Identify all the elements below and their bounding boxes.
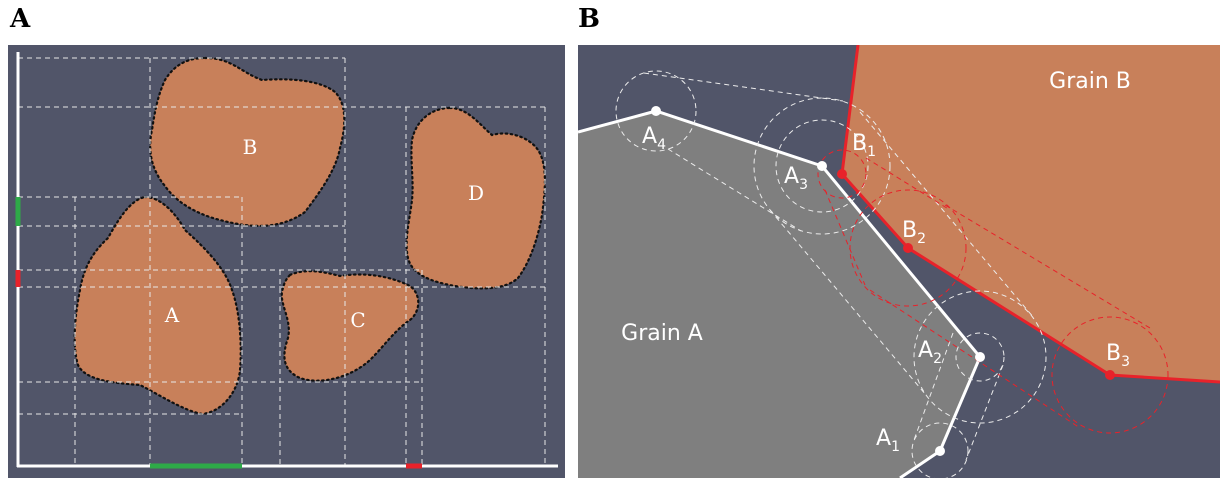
vertex-a2-label: A2 (918, 338, 942, 367)
vertex-b1-dot (837, 169, 847, 179)
projection-lines (18, 57, 546, 466)
grain-b-search-regions (817, 149, 1169, 434)
grain-a-name: Grain A (621, 321, 703, 346)
grain-a-label: A (164, 303, 180, 327)
grain-b-vertices (837, 169, 1115, 380)
panel-b-letter: B (578, 4, 600, 34)
grain-d-label: D (468, 181, 484, 205)
vertex-a1-dot (935, 446, 945, 456)
grain-a-search-regions (615, 70, 1047, 478)
vertex-a2-dot (975, 352, 985, 362)
grain-a-vertices (651, 106, 985, 456)
grain-c-shape (280, 270, 420, 382)
vertex-a4-dot (651, 106, 661, 116)
grain-a-polygon (578, 111, 980, 478)
vertex-a3-label: A3 (784, 164, 808, 193)
grain-a-shape (73, 195, 242, 416)
panel-a-letter: A (10, 4, 31, 34)
grain-b-name: Grain B (1049, 69, 1131, 94)
vertex-b3-label: B3 (1106, 341, 1130, 370)
grain-a-boundary (578, 109, 982, 478)
panel-b: Grain B Grain A A4 A3 A2 A1 B1 B2 B3 (578, 45, 1220, 478)
grain-b-label: B (243, 135, 258, 159)
vertex-b1-label: B1 (852, 131, 876, 160)
vertex-b2-dot (903, 243, 913, 253)
vertex-a3-dot (817, 161, 827, 171)
grain-b-polygon (842, 45, 1220, 382)
vertex-a4-label: A4 (642, 124, 666, 153)
panel-a: B A C D (8, 45, 565, 478)
vertex-b3-dot (1105, 370, 1115, 380)
vertex-b2-label: B2 (902, 218, 926, 247)
grain-b-shape (149, 56, 346, 227)
grain-c-label: C (350, 308, 365, 332)
grain-d-shape (405, 106, 546, 290)
vertex-a1-label: A1 (876, 426, 900, 455)
